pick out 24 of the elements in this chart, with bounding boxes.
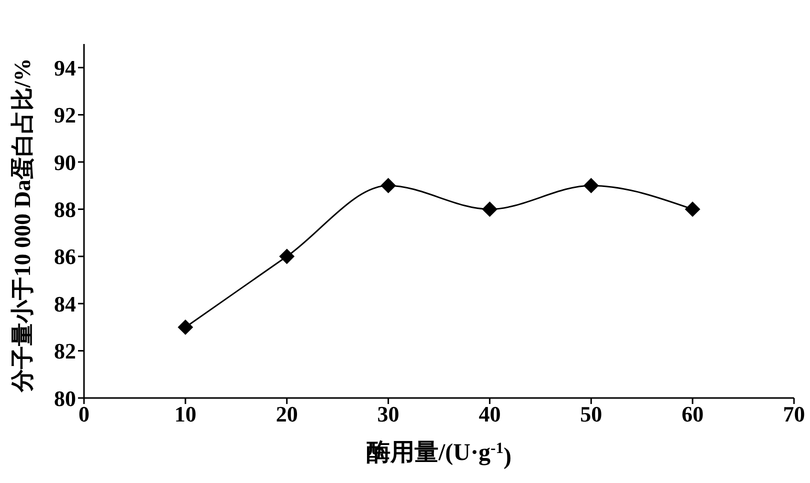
- point: [380, 178, 396, 194]
- point: [279, 248, 294, 264]
- x-tick-label: 10: [174, 402, 196, 427]
- point: [584, 178, 599, 194]
- y-tick-label: 90: [54, 150, 76, 175]
- point: [685, 202, 700, 217]
- x-axis-title: 酶用量/(U·g$^{-1}$): [366, 440, 512, 470]
- x-tick-label: 60: [682, 402, 704, 427]
- y-tick-label: 86: [54, 244, 76, 270]
- x-tick-label: 30: [377, 402, 400, 427]
- x-tick-label: 20: [276, 402, 298, 427]
- point: [178, 320, 193, 335]
- y-axis-title: 分子量小于10 000 Da蛋白占比/%: [10, 58, 35, 393]
- y-tick-label: 88: [54, 197, 76, 222]
- y-tick-label: 94: [54, 55, 76, 80]
- y-tick-label: 80: [54, 386, 76, 411]
- y-tick-label: 92: [54, 102, 76, 128]
- x-tick-label: 0: [78, 402, 90, 427]
- y-tick-label: 84: [54, 291, 76, 316]
- x-tick-label: 70: [783, 402, 805, 427]
- x-tick-label: 50: [580, 402, 602, 427]
- x-tick-label: 40: [478, 402, 501, 427]
- point: [482, 202, 498, 217]
- y-tick-label: 82: [54, 338, 76, 364]
